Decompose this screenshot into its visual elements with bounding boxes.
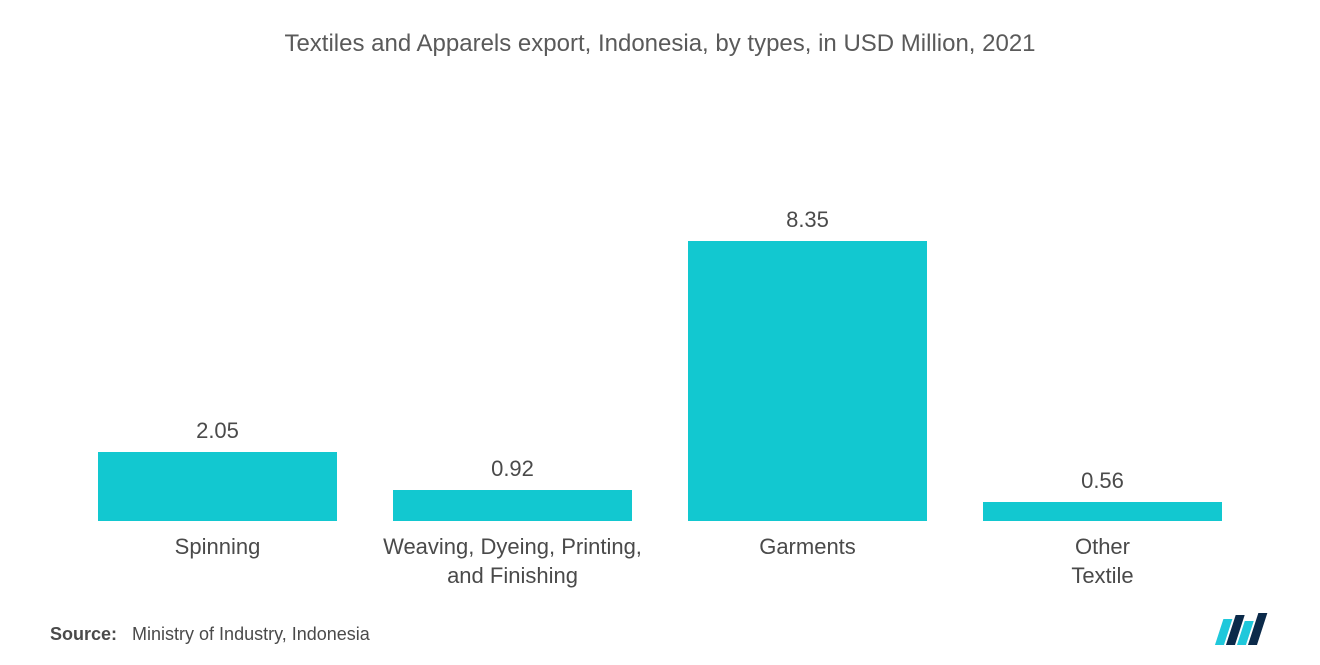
bar-group: 0.56 OtherTextile xyxy=(973,468,1233,593)
bar xyxy=(983,502,1222,521)
bar-value-label: 2.05 xyxy=(196,418,239,444)
chart-container: Textiles and Apparels export, Indonesia,… xyxy=(0,0,1320,665)
bar-group: 8.35 Garments xyxy=(678,207,938,593)
bar-group: 0.92 Weaving, Dyeing, Printing,and Finish… xyxy=(383,456,643,593)
category-label: Garments xyxy=(759,533,856,593)
category-label: Weaving, Dyeing, Printing,and Finishing xyxy=(383,533,642,593)
brand-logo xyxy=(1214,611,1270,645)
source-text: Ministry of Industry, Indonesia xyxy=(132,624,370,644)
source-line: Source: Ministry of Industry, Indonesia xyxy=(50,624,370,645)
bar xyxy=(688,241,927,521)
bar-value-label: 0.92 xyxy=(491,456,534,482)
source-label: Source: xyxy=(50,624,117,644)
bar-group: 2.05 Spinning xyxy=(88,418,348,593)
bar-value-label: 8.35 xyxy=(786,207,829,233)
category-label: OtherTextile xyxy=(1071,533,1133,593)
chart-footer: Source: Ministry of Industry, Indonesia xyxy=(50,593,1270,645)
chart-plot: 2.05 Spinning 0.92 Weaving, Dyeing, Printin… xyxy=(50,68,1270,593)
bar-value-label: 0.56 xyxy=(1081,468,1124,494)
bar xyxy=(393,490,632,521)
chart-title: Textiles and Apparels export, Indonesia,… xyxy=(50,30,1270,58)
bar xyxy=(98,452,337,521)
category-label: Spinning xyxy=(175,533,261,593)
